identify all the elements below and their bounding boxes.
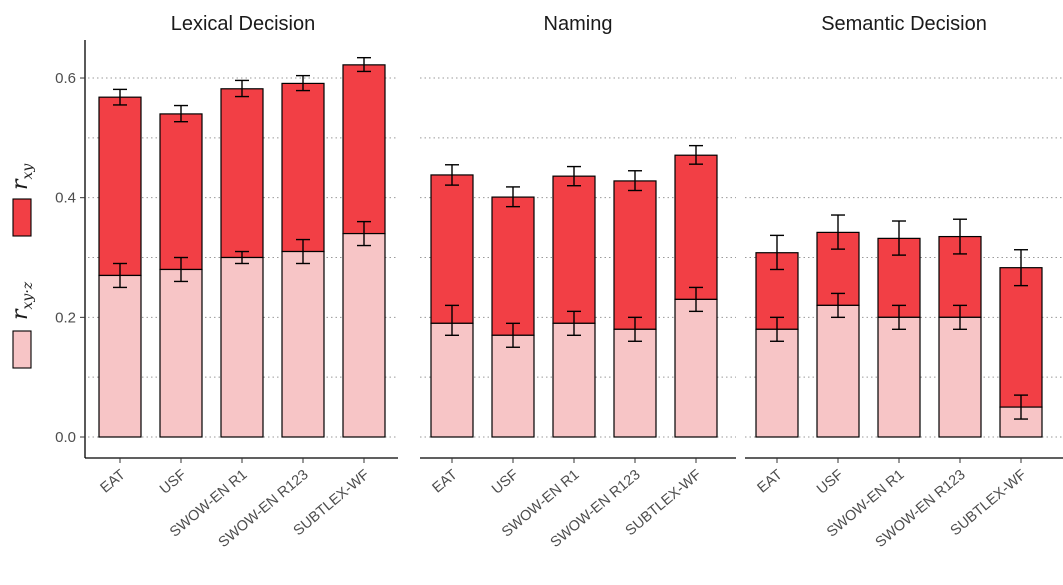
bars-layer	[98, 56, 1043, 438]
errorbar-rxyz	[567, 310, 581, 336]
errorbar-rxy	[567, 165, 581, 187]
errorbar-rxyz	[1014, 394, 1028, 420]
errorbar-rxyz	[831, 292, 845, 319]
errorbar-rxy	[770, 234, 784, 271]
legend-label-rxyz: rxy·z	[8, 281, 36, 320]
legend-label-rxy: rxy	[8, 163, 36, 190]
legend-swatch-rxyz	[12, 330, 32, 369]
errorbar-rxy	[445, 164, 459, 186]
bar-rxy	[98, 96, 142, 277]
bar-rxy	[674, 154, 718, 300]
bar-rxy	[342, 64, 386, 235]
errorbar-rxy	[235, 79, 249, 98]
bar-rxyz	[816, 304, 860, 438]
panel-title: Semantic Decision	[821, 13, 987, 35]
bar-rxy	[430, 174, 474, 324]
bar-rxy	[613, 180, 657, 330]
bar-rxyz	[938, 316, 982, 438]
axis-layer	[80, 40, 1063, 463]
y-tick-label: 0.4	[55, 190, 76, 207]
errorbar-rxyz	[689, 286, 703, 313]
legend-swatch-rxy	[12, 198, 32, 237]
errorbar-rxy	[689, 144, 703, 165]
errorbar-rxyz	[628, 316, 642, 342]
bar-rxyz	[491, 334, 535, 438]
bar-rxyz	[342, 232, 386, 438]
panel-title: Lexical Decision	[171, 13, 316, 35]
bar-rxyz	[755, 328, 799, 438]
x-tick-label: USF	[489, 467, 522, 498]
x-tick-label: USF	[157, 467, 190, 498]
errorbar-rxyz	[953, 304, 967, 331]
x-tick-label: EAT	[98, 467, 129, 497]
x-tick-label: EAT	[430, 467, 461, 497]
errorbar-rxy	[174, 104, 188, 123]
y-tick-label: 0.6	[55, 70, 76, 87]
errorbar-rxy	[113, 88, 127, 106]
y-tick-label: 0.0	[55, 429, 76, 446]
errorbar-rxy	[506, 186, 520, 208]
errorbar-rxyz	[506, 322, 520, 348]
errorbar-rxyz	[113, 262, 127, 289]
bar-rxy	[220, 88, 264, 259]
x-tick-label: EAT	[755, 467, 786, 497]
errorbar-rxyz	[235, 250, 249, 265]
errorbar-rxyz	[770, 316, 784, 342]
bar-rxyz	[877, 316, 921, 438]
bar-rxy	[281, 82, 325, 253]
errorbar-rxy	[953, 218, 967, 255]
errorbar-rxy	[628, 170, 642, 192]
legend: rxy rxy·z	[8, 163, 36, 369]
errorbar-rxyz	[892, 304, 906, 331]
errorbar-rxyz	[296, 238, 310, 265]
errorbar-rxyz	[357, 220, 371, 247]
bar-rxyz	[552, 322, 596, 438]
bar-rxyz	[613, 328, 657, 438]
errorbar-rxyz	[445, 304, 459, 336]
panel-title: Naming	[544, 13, 613, 35]
bar-rxyz	[430, 322, 474, 438]
errorbar-rxyz	[174, 256, 188, 283]
errorbar-rxy	[296, 74, 310, 92]
bar-rxyz	[220, 256, 264, 438]
bar-rxy	[491, 196, 535, 336]
errorbar-rxy	[1014, 249, 1028, 287]
bar-rxyz	[674, 298, 718, 438]
errorbar-rxy	[892, 220, 906, 256]
bar-rxyz	[159, 268, 203, 438]
y-tick-label: 0.2	[55, 309, 76, 326]
bar-rxy	[999, 267, 1043, 408]
bar-rxyz	[281, 250, 325, 438]
bar-rxy	[159, 113, 203, 271]
bar-rxy	[552, 175, 596, 324]
bar-rxyz	[98, 274, 142, 438]
x-tick-label: USF	[814, 467, 847, 498]
errorbar-rxy	[831, 214, 845, 250]
errorbar-rxy	[357, 56, 371, 73]
